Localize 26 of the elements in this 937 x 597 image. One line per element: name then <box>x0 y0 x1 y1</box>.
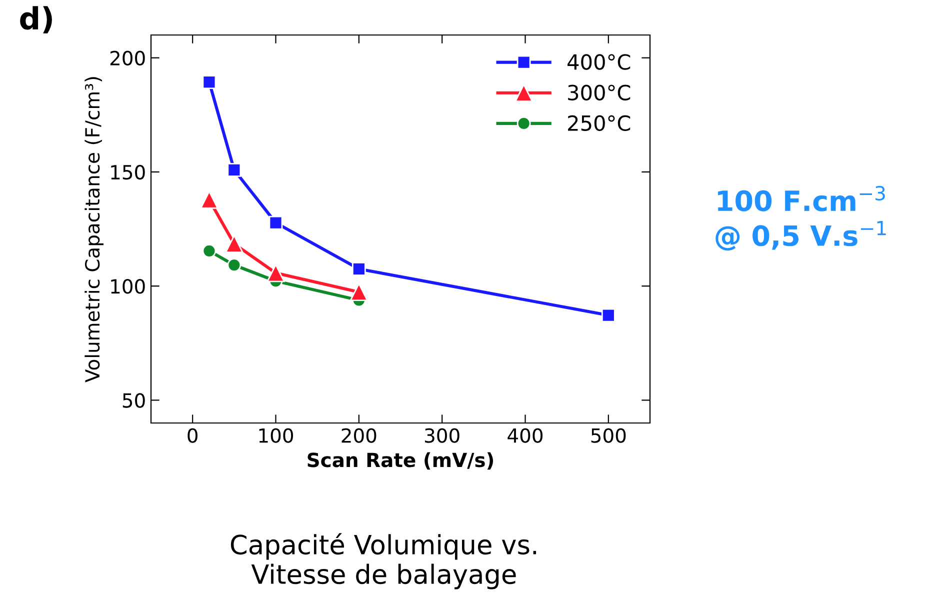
legend-label: 400°C <box>568 54 630 70</box>
x-tick-label: 0 <box>188 428 198 443</box>
point <box>227 258 242 272</box>
x-axis-title: Scan Rate (mV/s) <box>308 452 494 470</box>
point <box>202 75 216 89</box>
y-tick-label: 100 <box>111 279 145 294</box>
y-axis-title: Volumetric Capacitance (F/cm³) <box>84 77 104 382</box>
x-tick-label: 200 <box>342 428 376 443</box>
point <box>227 162 242 177</box>
legend-label: 250°C <box>568 115 630 132</box>
x-tick-label: 300 <box>425 428 460 443</box>
legend-label: 300°C <box>568 84 630 100</box>
point <box>268 216 283 230</box>
point <box>266 264 285 282</box>
x-tick-label: 500 <box>591 428 626 443</box>
y-tick-label: 50 <box>122 393 145 408</box>
point <box>601 308 616 322</box>
x-tick-label: 400 <box>508 428 543 443</box>
point <box>352 262 366 276</box>
y-tick-label: 150 <box>111 164 145 180</box>
x-tick-label: 100 <box>259 428 294 443</box>
text: 100 F.cm$^{−3}$ @ 0,5 V.s$^{−1}$ <box>716 186 886 251</box>
y-tick-label: 200 <box>110 50 145 66</box>
point <box>202 244 216 258</box>
text: d) <box>20 6 52 34</box>
text: Capacité Volumique vs. Vitesse de balayage <box>230 533 536 590</box>
